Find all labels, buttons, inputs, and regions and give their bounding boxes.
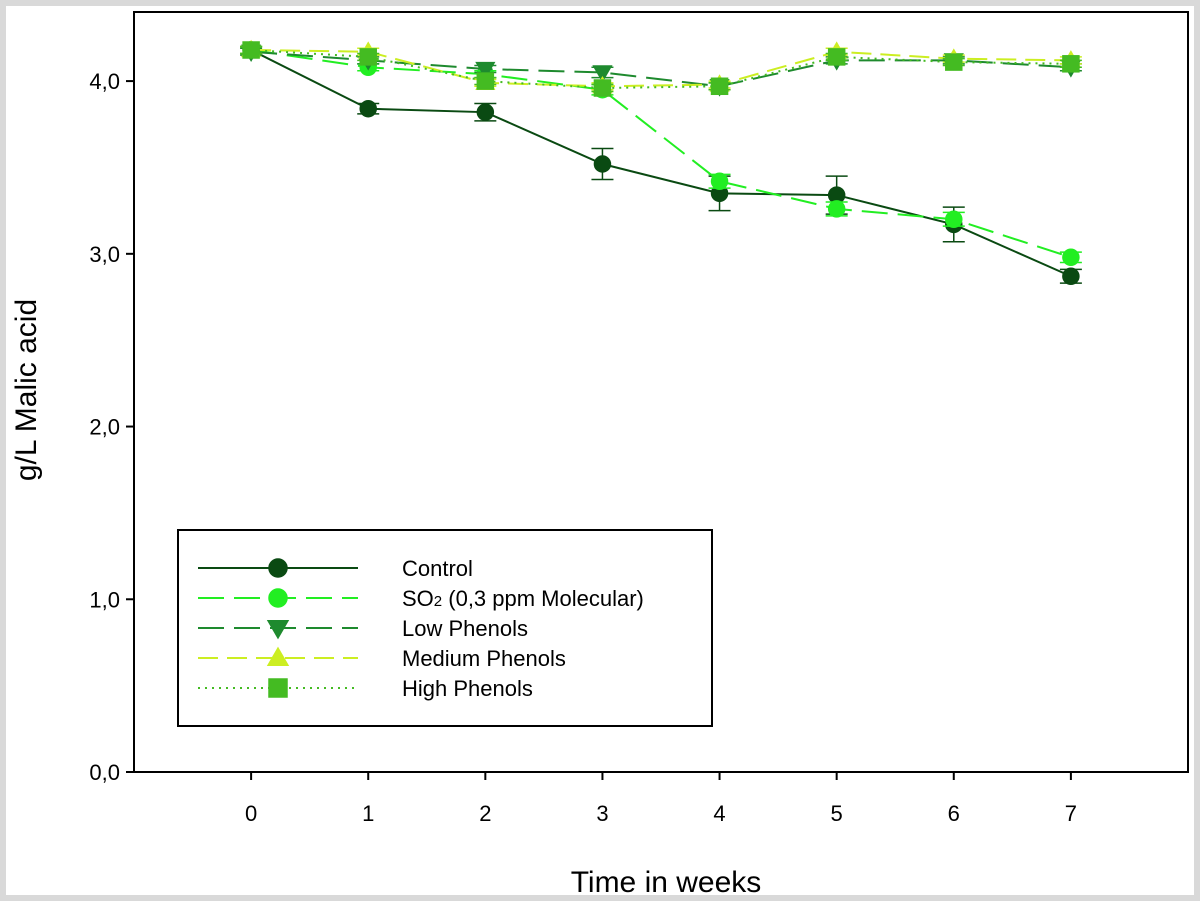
y-axis: 0,0 1,0 2,0 3,0 4,0 [89, 69, 134, 785]
x-tick-label: 4 [713, 801, 725, 826]
legend-marker [266, 646, 290, 666]
y-axis-title: g/L Malic acid [10, 299, 43, 481]
data-point [1062, 267, 1080, 286]
x-tick-label: 7 [1065, 801, 1077, 826]
data-point [945, 210, 963, 229]
data-point [827, 48, 846, 66]
data-point [945, 53, 963, 71]
data-point [1062, 248, 1080, 267]
legend-label: SO2 (0,3 ppm Molecular) [402, 586, 644, 611]
legend: Control SO2 (0,3 ppm Molecular) Low Phenol… [177, 529, 713, 727]
legend-marker [268, 558, 288, 578]
x-tick-label: 0 [245, 801, 257, 826]
y-tick-label: 0,0 [89, 760, 120, 785]
legend-item: Control [198, 556, 473, 581]
data-point [359, 99, 377, 118]
x-axis: 0 1 2 3 4 5 6 7 [245, 772, 1077, 826]
x-tick-label: 1 [362, 801, 374, 826]
data-point [475, 61, 496, 80]
series-control [240, 41, 1082, 286]
y-tick-label: 4,0 [89, 69, 120, 94]
data-point [242, 41, 260, 59]
data-point [593, 79, 612, 97]
data-point [359, 48, 377, 66]
series-layer [240, 39, 1082, 286]
x-tick-label: 5 [831, 801, 843, 826]
y-tick-label: 2,0 [89, 415, 120, 440]
series-line [250, 49, 1072, 278]
legend-label: Low Phenols [402, 616, 528, 641]
legend-marker [266, 620, 290, 640]
malic-acid-line-chart: 0,0 1,0 2,0 3,0 4,0 0 1 2 3 4 5 6 7 Time in weeks g… [10, 11, 1189, 895]
y-tick-label: 1,0 [89, 587, 120, 612]
x-tick-label: 6 [948, 801, 960, 826]
x-tick-label: 2 [479, 801, 491, 826]
legend-label: Medium Phenols [402, 646, 566, 671]
data-point [710, 77, 729, 96]
series-line [251, 50, 1071, 88]
series-high-phenols [240, 41, 1082, 97]
data-point [476, 72, 495, 90]
legend-label: Control [402, 556, 473, 581]
legend-marker [268, 678, 288, 698]
series-line [251, 49, 1071, 88]
legend-box [177, 529, 713, 727]
series-line [250, 49, 1072, 259]
data-point [593, 155, 612, 173]
y-tick-label: 3,0 [89, 242, 120, 267]
x-tick-label: 3 [596, 801, 608, 826]
data-point [710, 172, 729, 191]
data-point [476, 103, 495, 121]
plot-area-frame [133, 11, 1189, 773]
legend-label: High Phenols [402, 676, 533, 701]
legend-item: SO2 (0,3 ppm Molecular) [198, 586, 644, 611]
x-axis-title: Time in weeks [571, 866, 762, 895]
legend-item: Low Phenols [198, 616, 528, 641]
legend-item: Medium Phenols [198, 646, 566, 671]
data-point [592, 65, 613, 83]
data-point [1062, 55, 1080, 73]
data-point [827, 200, 846, 218]
legend-marker [268, 588, 288, 608]
legend-item: High Phenols [198, 676, 533, 701]
